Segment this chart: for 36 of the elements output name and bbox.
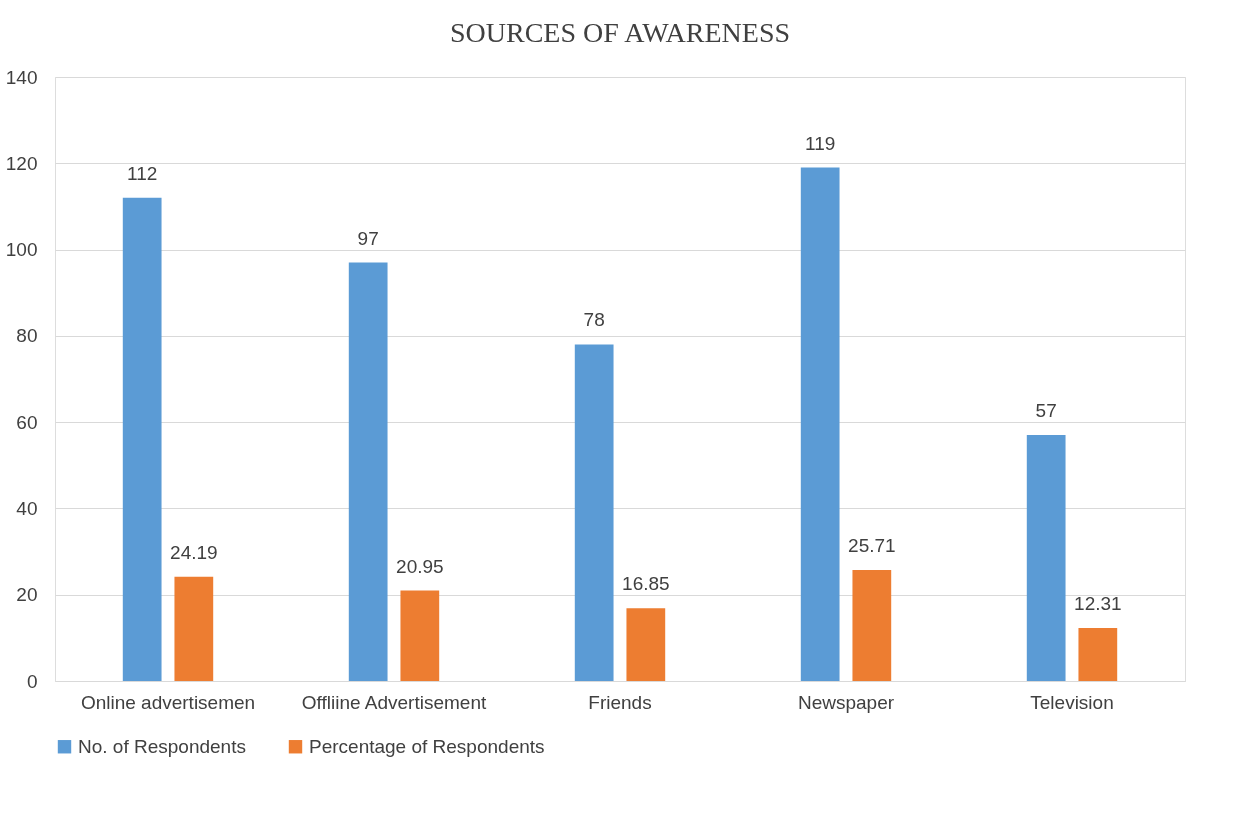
y-tick-label: 0	[26, 670, 38, 692]
y-tick-label: 20	[16, 584, 38, 606]
data-label: 112	[127, 162, 158, 184]
x-tick-label: Online advertisemen	[80, 691, 256, 713]
x-tick-label: Offliine Advertisement	[301, 691, 487, 713]
y-tick-label: 60	[16, 411, 38, 433]
bar	[122, 197, 162, 681]
bar	[348, 262, 388, 681]
data-label: 25.71	[848, 535, 896, 557]
bar	[626, 608, 666, 681]
y-tick-label: 120	[5, 152, 38, 174]
data-label: 12.31	[1074, 592, 1122, 614]
data-label: 24.19	[170, 541, 218, 563]
legend-label: Percentage of Respondents	[309, 735, 545, 757]
chart-title: SOURCES OF AWARENESS	[449, 17, 791, 48]
data-label: 57	[1035, 400, 1057, 422]
bar	[174, 576, 214, 681]
legend-label: No. of Respondents	[78, 735, 246, 757]
bar	[400, 590, 440, 681]
data-label: 97	[357, 227, 379, 249]
bar	[1078, 627, 1118, 681]
y-tick-label: 40	[16, 497, 38, 519]
y-tick-label: 140	[5, 66, 38, 88]
x-tick-label: Television	[1030, 691, 1114, 713]
bar	[574, 344, 614, 681]
data-label: 78	[583, 309, 605, 331]
x-tick-label: Newspaper	[797, 691, 895, 713]
x-tick-label: Friends	[588, 691, 652, 713]
data-label: 20.95	[396, 555, 444, 577]
data-label: 16.85	[622, 573, 670, 595]
data-label: 119	[805, 132, 836, 154]
y-tick-label: 80	[16, 325, 38, 347]
y-tick-label: 100	[5, 239, 38, 261]
bar	[852, 570, 892, 681]
bar	[1026, 435, 1066, 681]
bar	[800, 167, 840, 681]
